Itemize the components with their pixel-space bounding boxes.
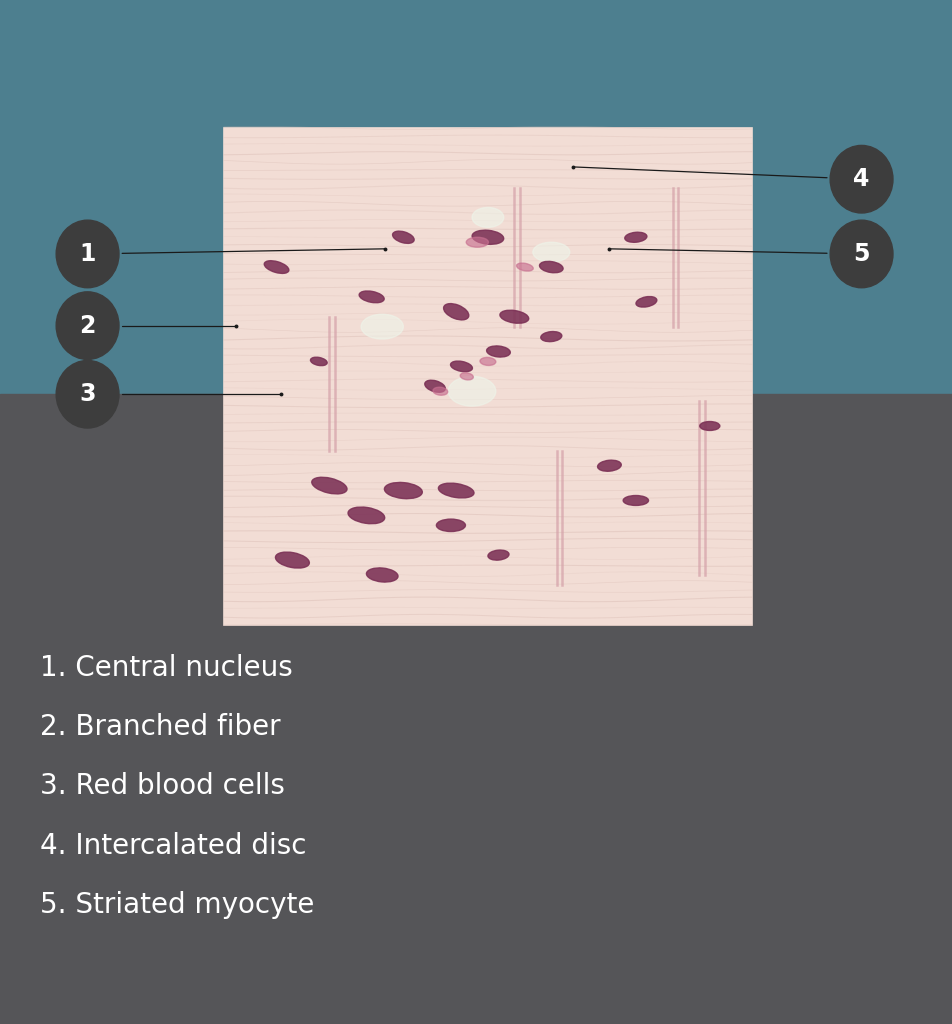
Ellipse shape (480, 357, 496, 366)
Ellipse shape (533, 243, 570, 262)
Ellipse shape (598, 460, 622, 471)
Ellipse shape (359, 291, 385, 303)
Ellipse shape (444, 303, 468, 319)
Text: 4: 4 (853, 167, 870, 191)
Text: 3: 3 (79, 382, 96, 407)
Text: 1: 1 (79, 242, 96, 266)
Ellipse shape (700, 422, 720, 430)
Ellipse shape (425, 380, 446, 392)
Bar (0, 0, 952, 394)
Circle shape (830, 145, 893, 213)
Text: 2. Branched fiber: 2. Branched fiber (40, 713, 281, 741)
Bar (224, 128, 752, 625)
Ellipse shape (436, 519, 466, 531)
Bar (0, 394, 952, 1024)
Ellipse shape (450, 361, 472, 372)
Ellipse shape (438, 483, 474, 498)
Ellipse shape (472, 208, 504, 227)
Ellipse shape (466, 238, 488, 247)
Ellipse shape (636, 297, 657, 307)
Ellipse shape (361, 314, 404, 339)
Circle shape (56, 220, 119, 288)
Ellipse shape (385, 482, 423, 499)
Ellipse shape (488, 550, 509, 560)
Ellipse shape (460, 373, 473, 380)
Ellipse shape (517, 263, 533, 271)
Ellipse shape (625, 232, 647, 243)
Ellipse shape (392, 231, 414, 244)
Ellipse shape (500, 310, 528, 324)
Ellipse shape (541, 332, 562, 342)
Ellipse shape (486, 346, 510, 357)
Ellipse shape (433, 387, 447, 395)
Ellipse shape (311, 477, 347, 494)
Ellipse shape (624, 496, 648, 506)
Ellipse shape (448, 377, 496, 407)
Text: 5: 5 (853, 242, 870, 266)
Ellipse shape (540, 261, 563, 272)
Ellipse shape (265, 261, 288, 273)
Text: 3. Red blood cells: 3. Red blood cells (40, 772, 285, 801)
Ellipse shape (310, 357, 327, 366)
Text: 1. Central nucleus: 1. Central nucleus (40, 653, 292, 682)
Ellipse shape (275, 552, 309, 568)
Circle shape (56, 360, 119, 428)
Circle shape (830, 220, 893, 288)
Ellipse shape (472, 230, 504, 245)
Ellipse shape (348, 507, 385, 523)
Text: 5. Striated myocyte: 5. Striated myocyte (40, 891, 314, 920)
Circle shape (56, 292, 119, 359)
Ellipse shape (367, 568, 398, 582)
Text: 2: 2 (79, 313, 96, 338)
Text: 4. Intercalated disc: 4. Intercalated disc (40, 831, 307, 860)
